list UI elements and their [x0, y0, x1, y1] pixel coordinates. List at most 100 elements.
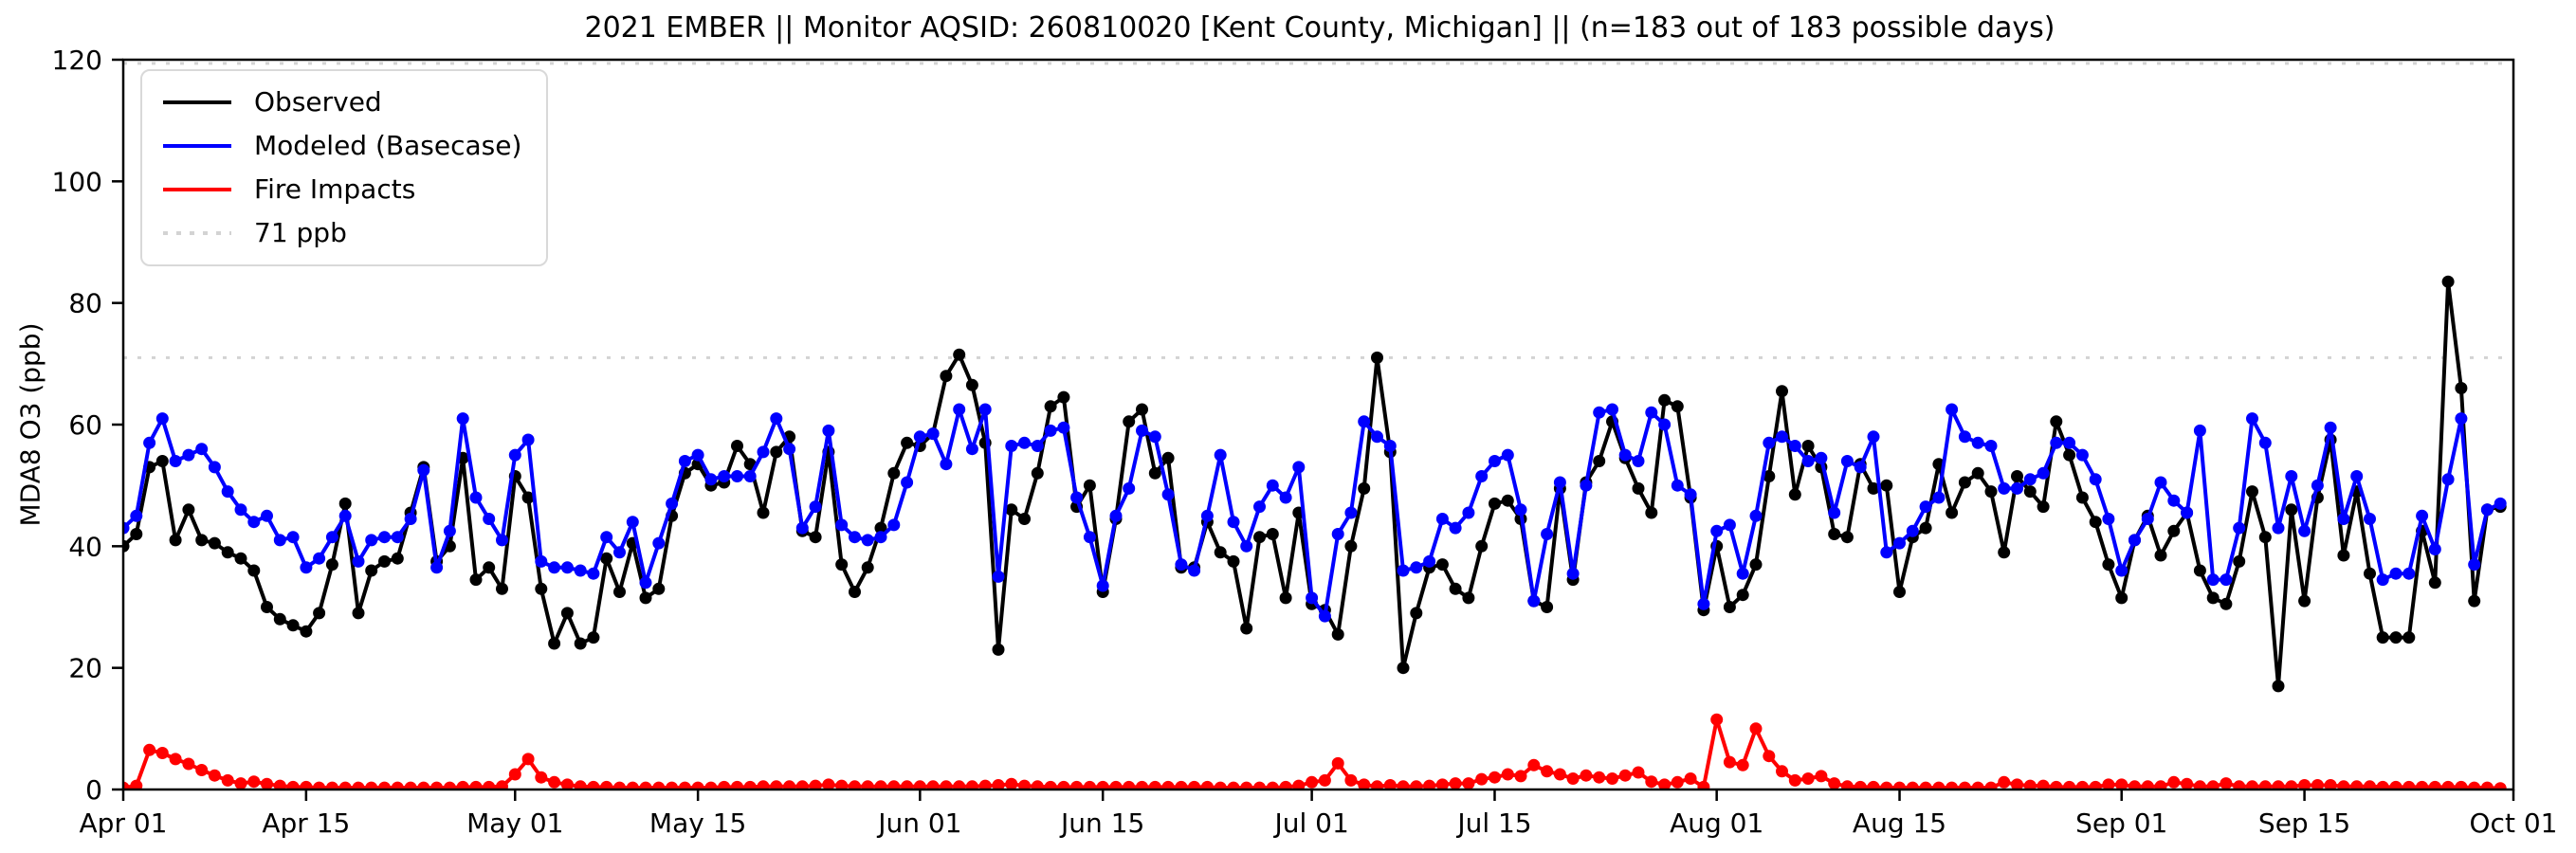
data-point	[587, 567, 600, 580]
data-point	[1984, 440, 1998, 452]
data-point	[1044, 780, 1057, 789]
data-point	[940, 780, 953, 789]
data-point	[913, 780, 926, 789]
data-point	[1200, 780, 1214, 789]
y-tick-label: 40	[68, 531, 102, 562]
legend-label-observed: Observed	[254, 86, 382, 118]
data-point	[1344, 506, 1358, 519]
data-point	[1253, 781, 1266, 789]
data-point	[1710, 713, 1724, 726]
data-point	[2428, 543, 2441, 555]
data-point	[2258, 780, 2272, 789]
data-point	[1593, 406, 1606, 419]
data-point	[953, 348, 966, 361]
y-axis-label: MDA8 O3 (ppb)	[14, 322, 46, 527]
data-point	[1318, 773, 1331, 787]
data-point	[901, 436, 914, 449]
data-point	[2402, 567, 2416, 580]
x-axis: Apr 01 Apr 15 May 01 May 15 Jun 01 Jun 15 Jul …	[80, 789, 2558, 839]
data-point	[2050, 780, 2063, 789]
data-point	[574, 780, 587, 789]
x-tick-label: Oct 01	[2470, 808, 2558, 839]
data-point	[1566, 567, 1580, 580]
data-point	[1867, 481, 1880, 495]
data-point	[365, 564, 378, 577]
y-tick-label: 100	[52, 166, 102, 197]
data-point	[978, 403, 992, 416]
data-point	[548, 561, 561, 574]
data-point	[1854, 461, 1867, 474]
data-point	[809, 779, 822, 789]
data-point	[2480, 781, 2494, 789]
data-point	[1958, 781, 1971, 789]
data-point	[404, 781, 417, 789]
data-point	[1880, 546, 1893, 559]
data-point	[143, 436, 156, 449]
data-point	[1932, 781, 1946, 789]
data-point	[496, 534, 508, 547]
data-point	[887, 780, 901, 789]
data-point	[2037, 466, 2050, 480]
data-point	[2220, 573, 2233, 587]
data-point	[2455, 382, 2468, 394]
data-point	[1462, 777, 1475, 789]
data-point	[2389, 631, 2402, 644]
data-point	[2272, 780, 2285, 789]
data-point	[508, 768, 521, 781]
data-point	[1410, 561, 1423, 574]
data-point	[221, 546, 234, 559]
series-layer	[123, 275, 2507, 789]
data-point	[2350, 470, 2364, 482]
data-point	[1161, 488, 1175, 501]
data-point	[652, 536, 666, 550]
data-point	[300, 625, 313, 638]
data-point	[1736, 758, 1749, 771]
data-point	[2455, 780, 2468, 789]
data-point	[208, 461, 221, 474]
data-point	[2102, 558, 2115, 572]
data-point	[2441, 275, 2455, 288]
data-point	[247, 564, 261, 577]
data-point	[613, 586, 626, 598]
data-point	[1919, 521, 1932, 535]
data-point	[169, 534, 182, 547]
data-point	[1018, 779, 1031, 789]
data-point	[2246, 780, 2258, 789]
data-point	[273, 534, 286, 547]
data-point	[469, 780, 483, 789]
data-point	[1044, 400, 1057, 413]
data-point	[1489, 771, 1501, 784]
data-point	[1840, 531, 1854, 544]
data-point	[835, 518, 849, 532]
data-point	[2037, 779, 2050, 789]
data-point	[2337, 513, 2350, 525]
data-point	[1435, 513, 1449, 525]
x-tick-label: Jul 01	[1272, 808, 1348, 839]
data-point	[1606, 772, 1618, 785]
data-point	[1318, 609, 1331, 623]
data-point	[1553, 476, 1566, 489]
data-point	[261, 777, 273, 789]
data-point	[1684, 488, 1697, 501]
data-point	[1763, 470, 1776, 482]
data-point	[1371, 351, 1383, 364]
data-point	[1018, 513, 1031, 525]
data-point	[1358, 778, 1371, 789]
data-point	[1671, 775, 1684, 789]
data-point	[835, 558, 849, 572]
data-point	[1123, 481, 1136, 495]
data-point	[861, 561, 874, 574]
data-point	[2350, 780, 2364, 789]
data-point	[560, 561, 574, 574]
data-point	[261, 509, 273, 522]
data-point	[195, 443, 209, 456]
data-point	[1279, 780, 1292, 789]
data-point	[2298, 594, 2311, 608]
x-tick-label: Jun 01	[876, 808, 961, 839]
data-point	[352, 554, 365, 568]
data-point	[1175, 558, 1188, 572]
data-point	[809, 500, 822, 514]
data-point	[1188, 564, 1201, 577]
data-point	[743, 470, 757, 482]
data-point	[795, 780, 809, 789]
